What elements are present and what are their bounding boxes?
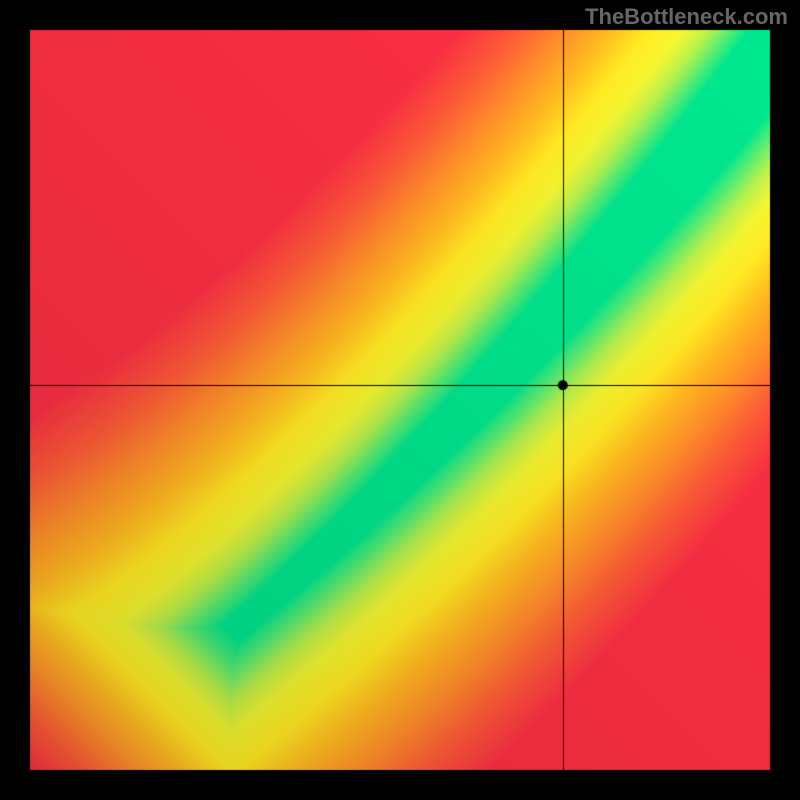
bottleneck-heatmap [0, 0, 800, 800]
watermark-label: TheBottleneck.com [585, 4, 788, 30]
